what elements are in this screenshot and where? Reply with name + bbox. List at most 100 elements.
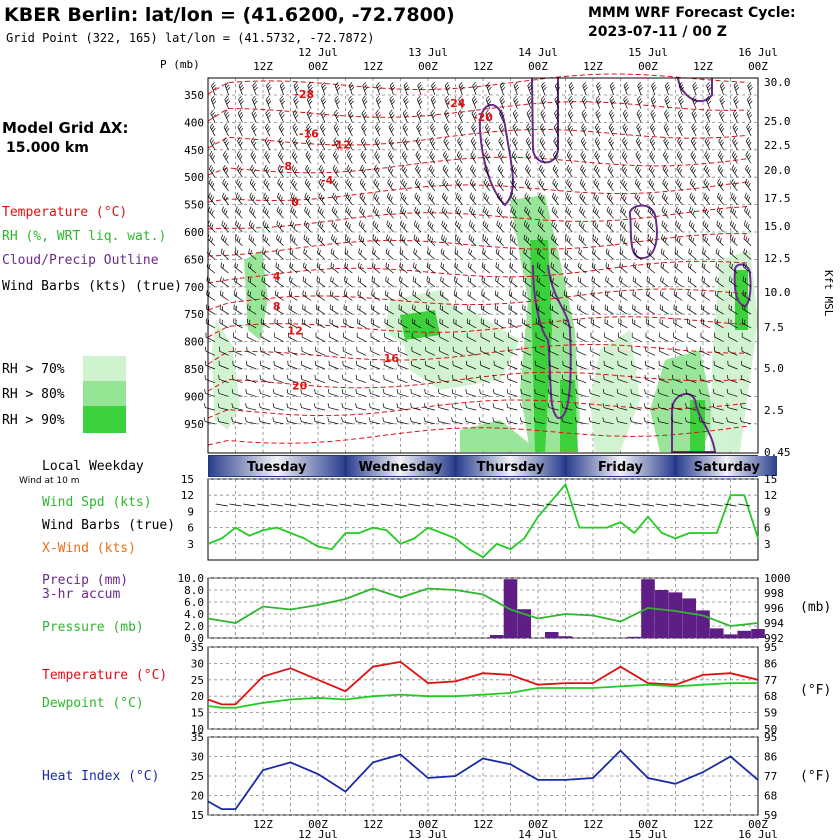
barb-flag [293,125,297,130]
wind-barb [314,388,326,397]
barb-flag [388,208,391,213]
barb-flag [275,276,277,281]
barb-flag [305,222,308,227]
barb-flag [390,111,394,116]
barb-flag [455,291,458,297]
wind-barb [427,206,436,219]
barb-shaft [384,308,394,315]
barb-flag [446,128,450,133]
barb-flag [349,141,353,146]
temperature-contour [207,181,749,203]
barb-flag [362,182,366,188]
barb-flag [294,128,299,133]
wind-barb [247,276,257,288]
barb-flag [385,276,387,281]
barb-flag [223,151,226,156]
barb-flag [473,98,477,103]
barb-shaft [261,266,271,274]
barb-shaft [274,308,284,315]
wind-barb [348,82,355,96]
barb-flag [427,248,429,253]
barb-shaft [260,393,271,397]
barb-flag [417,238,420,243]
barb-flag [428,164,432,170]
barb-flag [453,304,455,309]
rh-core-area [560,380,578,452]
barb-flag [360,250,363,255]
barb-flag [344,234,347,239]
barb-flag [500,84,505,89]
barb-shaft [205,350,216,356]
barb-flag [388,222,391,227]
wind-barb [398,304,408,315]
barb-flag [231,417,233,422]
barb-flag [336,128,340,133]
legend-rh80: RH > 80% [2,387,65,402]
wind-barb [348,95,354,109]
panel-ytick-right: 12 [764,489,777,502]
barb-flag [433,87,437,91]
barb-flag [389,167,392,172]
barb-shaft [343,322,353,329]
barb-flag [493,346,495,352]
wind-barb [496,220,504,233]
wind-barb [238,82,245,96]
barb-shaft [370,407,380,411]
barb-flag [306,180,309,186]
barb-flag [439,332,441,338]
barb-flag [444,238,447,243]
barb-shaft [260,350,271,356]
barb-flag [468,220,471,225]
wind-barb [423,403,435,411]
wind-barb [289,248,298,260]
barb-flag [291,236,294,241]
barb-shaft [232,393,243,397]
barb-flag [386,206,389,211]
barb-flag [399,262,401,267]
barb-shaft [397,364,408,370]
wind-barb [429,137,436,150]
barb-shaft [481,322,491,329]
barb-flag [497,178,500,184]
barb-flag [208,250,211,255]
barb-flag [432,128,436,133]
barb-shaft [495,266,504,274]
wind-barb [443,123,450,137]
barb-shaft [452,379,463,384]
barb-flag [233,290,236,295]
barb-flag [443,222,446,227]
barb-flag [363,141,367,146]
wind-barb [247,304,257,315]
barb-flag [244,417,247,422]
wind-barb [224,95,230,109]
barb-flag [322,141,326,146]
barb-flag [349,98,353,103]
barb-flag [377,128,381,133]
wind-barb [320,123,326,137]
barb-flag [397,346,399,352]
barb-flag [358,248,361,253]
barb-flag [288,318,290,324]
wind-barb [288,318,298,329]
barb-shaft [302,294,312,301]
barb-shaft [439,350,449,356]
barb-flag [498,151,501,156]
wind-barb [482,206,491,219]
barb-flag [247,276,250,281]
barb-shaft [218,393,229,397]
barb-flag [223,137,227,142]
barb-flag [305,208,309,213]
wind-barb [452,360,463,370]
barb-shaft [493,393,504,397]
wind-barb [384,332,394,342]
wind-barb [385,262,394,274]
barb-flag [401,277,403,283]
barb-flag [293,238,296,243]
height-tick: 22.5 [764,139,791,152]
barb-flag [486,238,489,243]
barb-flag [508,290,511,295]
barb-flag [246,360,248,366]
wind-barb [371,276,381,288]
barb-flag [391,100,395,105]
wind-barb [221,234,229,246]
